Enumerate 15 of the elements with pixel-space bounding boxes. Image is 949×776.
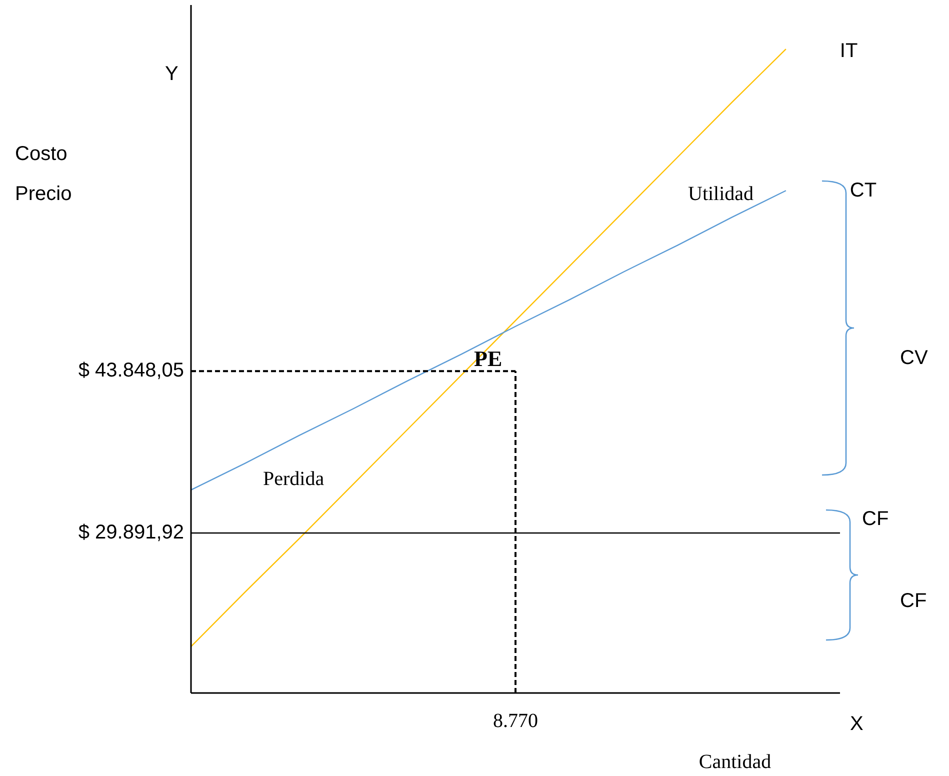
text: CT — [850, 180, 877, 202]
x-axis-title: Cantidad — [698, 751, 772, 773]
annotation: PE — [474, 346, 502, 371]
annotation: Utilidad — [688, 183, 754, 205]
annotation: Perdida — [263, 468, 324, 490]
x-tick-label: 8.770 — [493, 710, 538, 732]
y-tick-label: $ 43.848,05 — [78, 359, 184, 382]
text: Y — [165, 63, 178, 85]
text: CF — [900, 590, 927, 612]
series-label: CF — [862, 508, 889, 530]
y-tick-label: $ 29.891,92 — [78, 521, 184, 544]
text: X — [850, 713, 864, 735]
text: IT — [840, 40, 858, 62]
y-axis-title: Costo Precio — [15, 143, 72, 205]
text: CV — [900, 347, 928, 369]
